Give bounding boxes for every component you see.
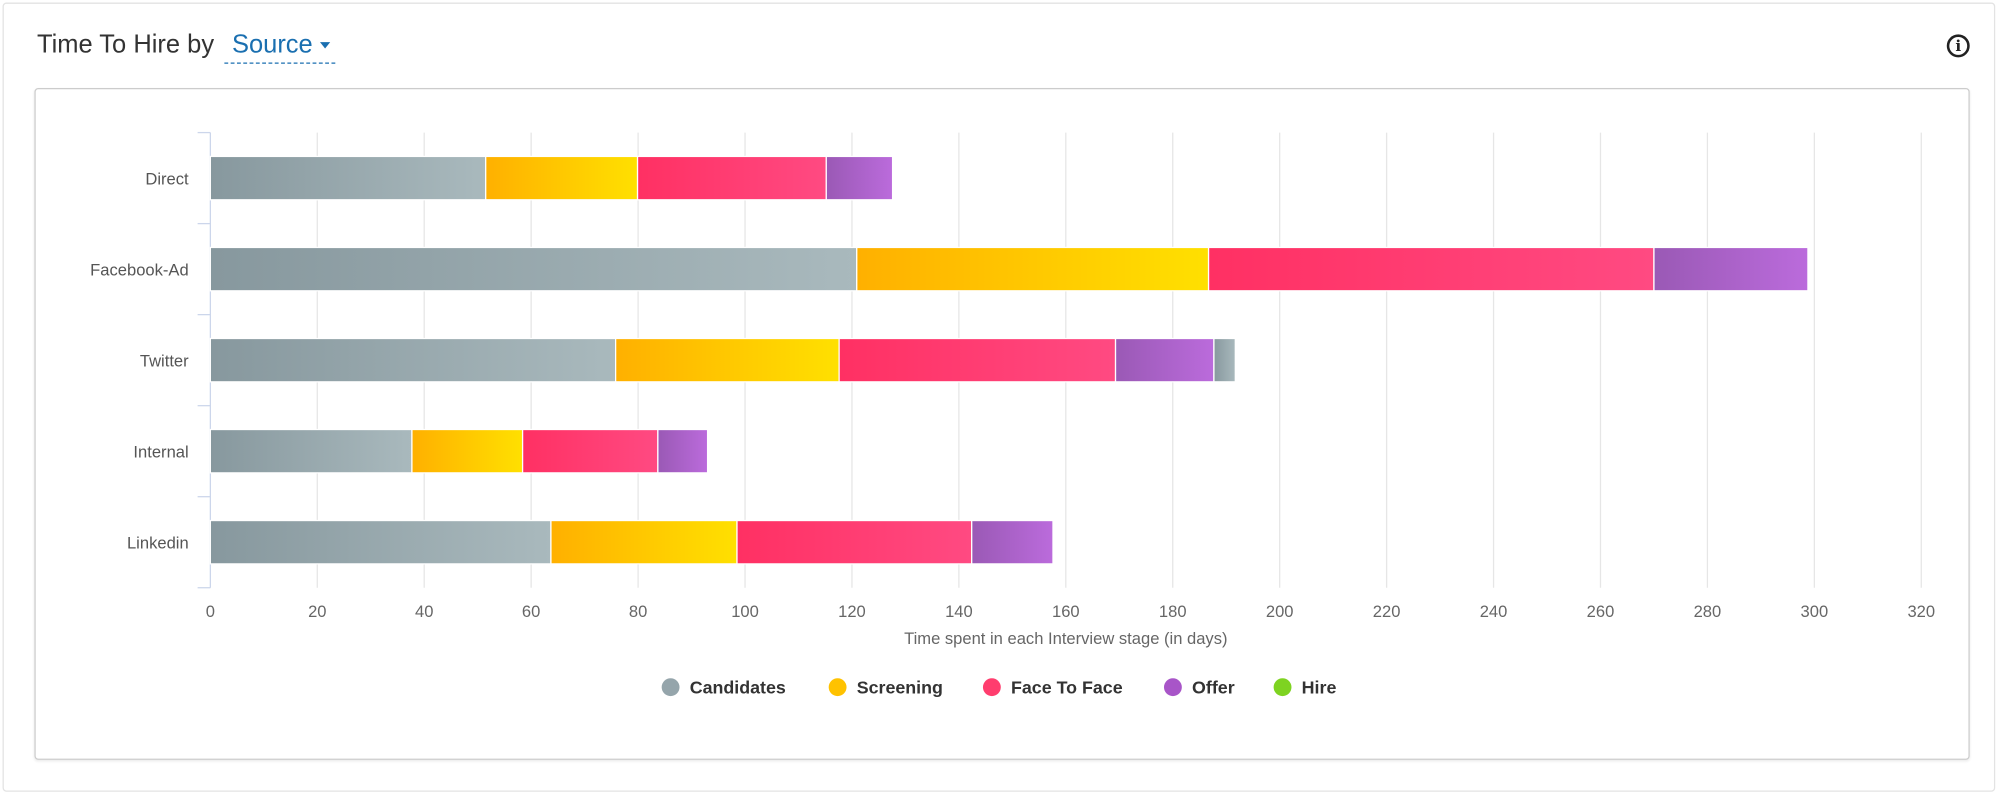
bar-segment-screening <box>856 246 1210 292</box>
legend-item-label[interactable]: Offer <box>1192 678 1235 698</box>
bar-segment-face-to-face <box>736 519 973 565</box>
legend-marker-candidates <box>661 678 680 697</box>
bar-segment-screening <box>411 428 524 474</box>
x-tick-label: 140 <box>945 602 973 621</box>
x-tick-label: 20 <box>308 602 326 621</box>
x-tick-label: 100 <box>731 602 759 621</box>
category-label: Twitter <box>140 352 189 371</box>
x-tick-label: 80 <box>629 602 647 621</box>
x-tick-label: 200 <box>1266 602 1294 621</box>
bar-segment-face-to-face <box>636 155 827 201</box>
legend-marker-offer <box>1163 678 1182 697</box>
group-by-dropdown[interactable]: Source <box>224 30 336 64</box>
bar-segment-candidates <box>209 428 413 474</box>
bar-segment-candidates <box>209 519 552 565</box>
bar-segment-candidates <box>209 337 617 383</box>
legend-item-label[interactable]: Screening <box>857 678 943 698</box>
x-tick-label: 240 <box>1480 602 1508 621</box>
legend-marker-face-to-face <box>982 678 1001 697</box>
legend-item-label[interactable]: Face To Face <box>1011 678 1123 698</box>
bar-segment-face-to-face <box>1207 246 1655 292</box>
legend-marker-hire <box>1273 678 1292 697</box>
bar-segment-face-to-face <box>521 428 659 474</box>
bar-segment-offer <box>657 428 709 474</box>
category-label: Facebook-Ad <box>90 261 189 280</box>
bar-segment-offer <box>825 155 894 201</box>
legend-marker-screening <box>828 678 847 697</box>
category-label: Internal <box>133 443 188 462</box>
x-tick-label: 120 <box>838 602 866 621</box>
x-axis-title: Time spent in each Interview stage (in d… <box>904 629 1227 648</box>
bar-segment-offer <box>1114 337 1215 383</box>
x-tick-label: 300 <box>1801 602 1829 621</box>
x-tick-label: 160 <box>1052 602 1080 621</box>
x-tick-label: 0 <box>206 602 215 621</box>
bar-segment-screening <box>614 337 840 383</box>
bar-segment-screening <box>485 155 639 201</box>
x-tick-label: 220 <box>1373 602 1401 621</box>
x-tick-label: 180 <box>1159 602 1187 621</box>
legend-item-label[interactable]: Hire <box>1302 678 1337 698</box>
bar-segment-candidates <box>209 155 487 201</box>
category-label: Direct <box>145 169 189 188</box>
group-by-value: Source <box>231 30 313 59</box>
info-icon[interactable]: i <box>1946 34 1970 58</box>
bar-segment-candidates <box>209 246 858 292</box>
bar-segment-offer <box>971 519 1054 565</box>
x-tick-label: 60 <box>522 602 540 621</box>
bar-segment-offer <box>1653 246 1809 292</box>
bar-segment-face-to-face <box>838 337 1117 383</box>
legend-item-label[interactable]: Candidates <box>690 678 786 698</box>
card-title: Time To Hire by Source <box>37 31 336 64</box>
x-tick-label: 260 <box>1587 602 1615 621</box>
chart-panel <box>34 87 1970 760</box>
x-tick-label: 280 <box>1694 602 1722 621</box>
category-label: Linkedin <box>127 534 189 553</box>
x-tick-label: 320 <box>1907 602 1935 621</box>
caret-down-icon <box>320 42 331 49</box>
x-tick-label: 40 <box>415 602 433 621</box>
bar-segment-screening <box>550 519 738 565</box>
bar-segment-extra <box>1213 337 1236 383</box>
title-prefix: Time To Hire by <box>36 30 215 59</box>
